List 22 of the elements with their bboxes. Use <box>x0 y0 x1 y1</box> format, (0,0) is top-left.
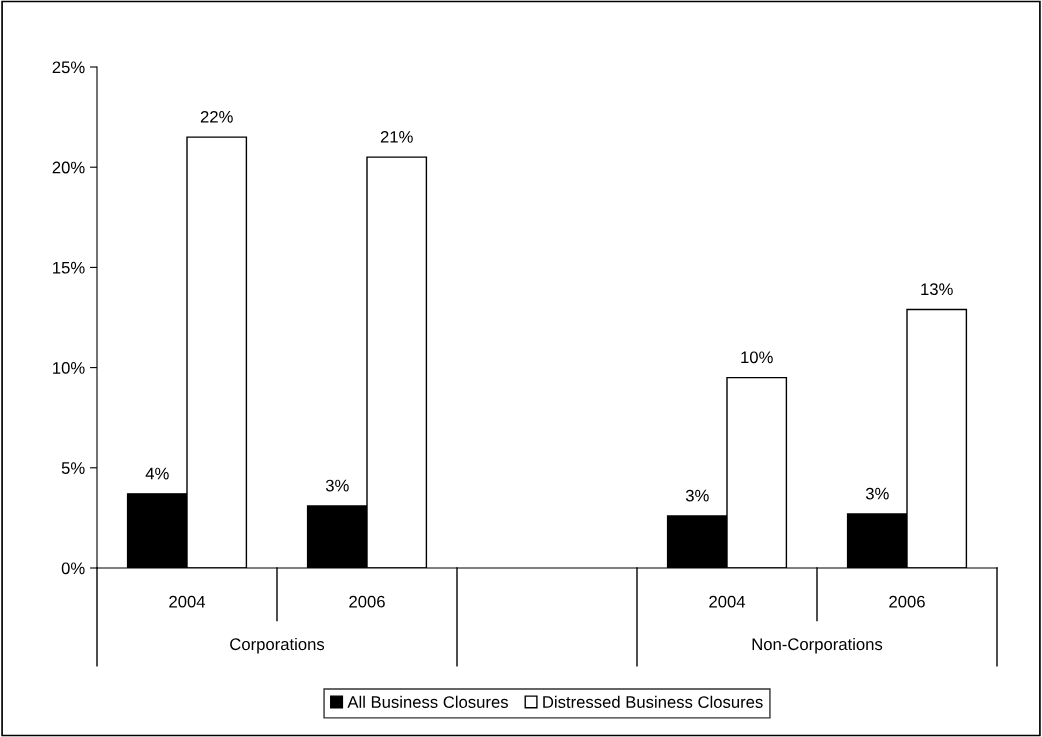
data-label: 21% <box>380 130 413 143</box>
y-tick-label: 5% <box>61 462 85 474</box>
y-tick-label: 25% <box>52 61 85 74</box>
data-label: 3% <box>865 487 889 500</box>
legend-label: All Business Closures <box>347 695 508 708</box>
data-label: 10% <box>741 351 773 364</box>
data-label: 3% <box>325 479 349 492</box>
text: Corporations <box>230 637 325 654</box>
x-tick-label: 2006 <box>889 595 925 608</box>
x-tick-label: 2006 <box>349 595 385 608</box>
legend-label: Distressed Business Closures <box>543 695 763 708</box>
y-tick-label: 10% <box>53 362 85 374</box>
y-tick-label: 20% <box>52 161 85 174</box>
data-label: 22% <box>200 110 233 123</box>
x-tick-label: 2004 <box>709 595 746 608</box>
data-label: 13% <box>921 283 953 296</box>
data-label: 4% <box>145 467 169 480</box>
y-tick-label: 15% <box>53 261 85 274</box>
x-tick-label: 2004 <box>169 595 206 608</box>
data-label: 3% <box>685 489 709 502</box>
text: Non-Corporations <box>752 637 883 654</box>
y-tick-label: 0% <box>61 562 85 575</box>
